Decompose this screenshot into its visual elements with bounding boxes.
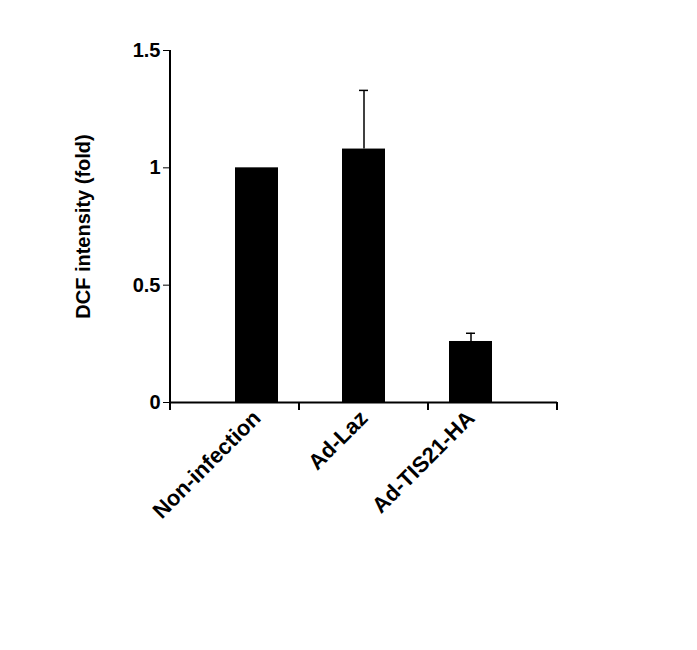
svg-text:0: 0 [149, 391, 160, 413]
svg-text:0.5: 0.5 [133, 274, 161, 296]
svg-text:DCF intensity (fold): DCF intensity (fold) [72, 134, 94, 318]
svg-text:Non-infection: Non-infection [148, 405, 266, 523]
svg-text:1.5: 1.5 [133, 39, 161, 61]
svg-text:Ad-Laz: Ad-Laz [303, 405, 373, 475]
svg-text:Ad-TIS21-HA: Ad-TIS21-HA [367, 405, 480, 518]
svg-text:1: 1 [149, 156, 160, 178]
